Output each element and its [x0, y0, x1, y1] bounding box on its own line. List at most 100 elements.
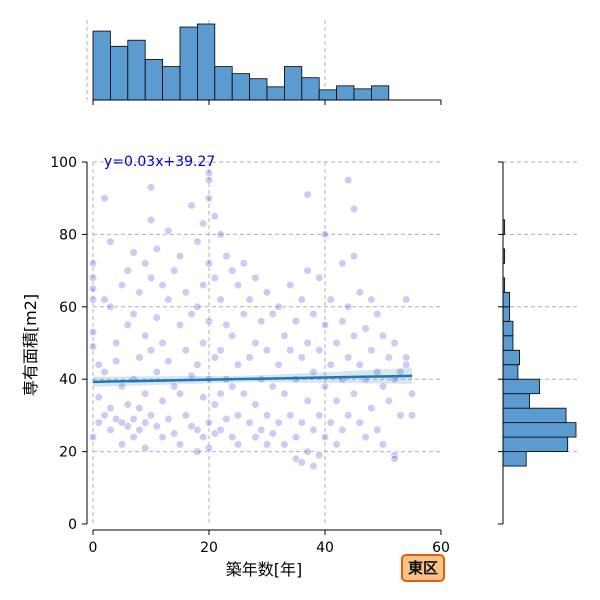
scatter-point [245, 418, 254, 427]
scatter-point [112, 357, 121, 366]
scatter-point [233, 280, 243, 290]
scatter-point [199, 433, 208, 442]
scatter-point [274, 360, 283, 369]
scatter-point [216, 230, 225, 239]
district-badge: 東区 [401, 554, 445, 582]
scatter-point [245, 353, 254, 362]
scatter-point [199, 338, 208, 348]
scatter-point [239, 309, 248, 319]
y-tick-label: 80 [59, 227, 77, 243]
scatter-point [210, 400, 219, 409]
scatter-point [94, 393, 103, 402]
scatter-point [106, 404, 115, 413]
scatter-point [315, 346, 324, 355]
scatter-point [315, 273, 324, 282]
scatter-point [187, 422, 196, 431]
scatter-point [291, 317, 301, 326]
scatter-point [228, 382, 237, 391]
right-hist-bar [502, 451, 527, 467]
scatter-point [309, 309, 318, 319]
scatter-point [239, 259, 248, 268]
scatter-point [100, 411, 109, 420]
scatter-point [135, 353, 144, 362]
scatter-point [181, 411, 190, 420]
scatter-point [216, 346, 225, 355]
scatter-point [100, 194, 109, 203]
scatter-point [141, 443, 150, 453]
scatter-point [355, 288, 364, 297]
district-badge-box [401, 554, 445, 582]
scatter-point [88, 259, 98, 268]
scatter-point [396, 411, 405, 420]
scatter-point [146, 215, 156, 225]
scatter-point [228, 331, 237, 340]
scatter-point [141, 331, 150, 340]
scatter-point [274, 418, 283, 427]
scatter-point [373, 309, 382, 319]
scatter-point [349, 331, 359, 340]
scatter-point [344, 411, 353, 420]
scatter-point [407, 411, 417, 420]
scatter-point [367, 404, 376, 413]
scatter-point [349, 389, 359, 398]
scatter-point [210, 429, 219, 438]
scatter-point [123, 422, 132, 431]
scatter-point [170, 382, 179, 391]
scatter-point [106, 302, 115, 311]
scatter-point [204, 443, 214, 453]
scatter-point [88, 284, 98, 293]
scatter-point [158, 338, 167, 348]
scatter-point [222, 320, 231, 330]
scatter-point [297, 353, 306, 362]
scatter-point [193, 302, 202, 311]
top-hist-bar [301, 77, 320, 101]
scatter-point [135, 288, 144, 297]
scatter-point [274, 302, 283, 311]
district-badge-label: 東区 [408, 559, 438, 577]
scatter-point [210, 212, 219, 221]
scatter-point [187, 201, 196, 210]
scatter-point [320, 382, 330, 391]
scatter-point [297, 458, 306, 467]
scatter-point [355, 360, 364, 369]
scatter-point [146, 273, 156, 282]
scatter-point [164, 295, 173, 304]
y-tick-label: 60 [59, 300, 77, 316]
scatter-point [286, 411, 295, 420]
scatter-point [146, 411, 156, 420]
scatter-point [204, 418, 214, 427]
scatter-point [239, 389, 248, 398]
scatter-point [361, 433, 370, 442]
top-hist-bar [92, 30, 111, 101]
scatter-point [117, 418, 127, 427]
scatter-point [141, 259, 150, 268]
scatter-point [187, 309, 196, 319]
scatter-point [100, 295, 109, 304]
scatter-point [332, 338, 341, 348]
top-hist-bar [214, 66, 233, 101]
scatter-point [332, 440, 341, 449]
scatter-point [315, 451, 324, 460]
scatter-point [390, 338, 399, 348]
right-hist-bar [502, 378, 540, 395]
scatter-point [338, 425, 347, 434]
scatter-point [291, 433, 301, 442]
scatter-point [228, 433, 237, 442]
top-hist-bar [283, 66, 303, 101]
scatter-point [210, 353, 219, 362]
scatter-point [291, 454, 301, 463]
scatter-point [303, 266, 312, 275]
regression-line [92, 374, 413, 384]
regression-confidence-band [93, 367, 412, 387]
scatter-point [158, 396, 167, 406]
top-histogram [86, 20, 442, 105]
x-tick-label: 0 [89, 540, 98, 556]
top-hist-bar [336, 85, 355, 101]
y-tick-label: 0 [68, 517, 77, 533]
right-hist-bar [502, 407, 567, 424]
scatter-point [402, 295, 411, 304]
scatter-point [152, 244, 161, 253]
scatter-point [129, 248, 138, 257]
scatter-point [164, 357, 173, 366]
